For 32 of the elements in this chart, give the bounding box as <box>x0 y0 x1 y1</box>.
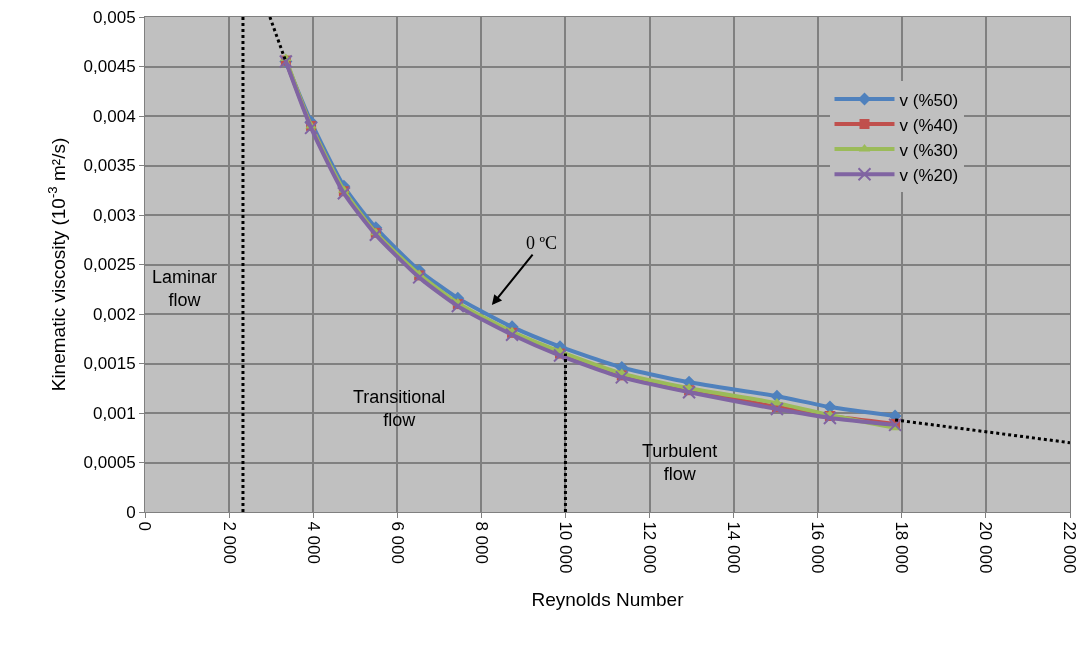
x-tick-label: 6 000 <box>387 521 407 564</box>
y-tick-label: 0,003 <box>93 205 136 225</box>
y-tick-label: 0,0005 <box>83 453 136 473</box>
x-tick-label: 0 <box>135 521 155 531</box>
x-axis-title: Reynolds Number <box>531 589 685 611</box>
legend-label: v (%50) <box>899 90 959 110</box>
y-tick-label: 0,0015 <box>83 354 136 374</box>
y-tick-label: 0,005 <box>93 7 136 27</box>
x-tick-label: 2 000 <box>219 521 239 564</box>
y-tick-label: 0,001 <box>93 403 136 423</box>
x-tick-label: 10 000 <box>555 521 575 574</box>
x-tick-label: 16 000 <box>808 521 828 574</box>
legend-label: v (%20) <box>899 165 959 185</box>
x-tick-label: 20 000 <box>976 521 996 574</box>
annotation: Turbulent flow <box>642 441 718 485</box>
y-tick-label: 0,002 <box>93 304 136 324</box>
y-tick-label: 0,004 <box>93 106 136 126</box>
legend-label: v (%30) <box>899 140 959 160</box>
y-tick-label: 0 <box>126 502 136 522</box>
y-tick-label: 0,0045 <box>83 57 136 77</box>
annotation: 0 ºC <box>526 233 558 253</box>
annotation: Transitional flow <box>353 387 446 431</box>
x-tick-label: 22 000 <box>1060 521 1080 574</box>
x-tick-label: 8 000 <box>471 521 491 564</box>
x-tick-label: 4 000 <box>303 521 323 564</box>
x-tick-label: 12 000 <box>640 521 660 574</box>
annotation: Laminar flow <box>152 267 218 311</box>
legend-label: v (%40) <box>899 115 959 135</box>
y-tick-label: 0,0035 <box>83 156 136 176</box>
x-tick-label: 14 000 <box>724 521 744 574</box>
x-tick-label: 18 000 <box>892 521 912 574</box>
y-tick-label: 0,0025 <box>83 255 136 275</box>
